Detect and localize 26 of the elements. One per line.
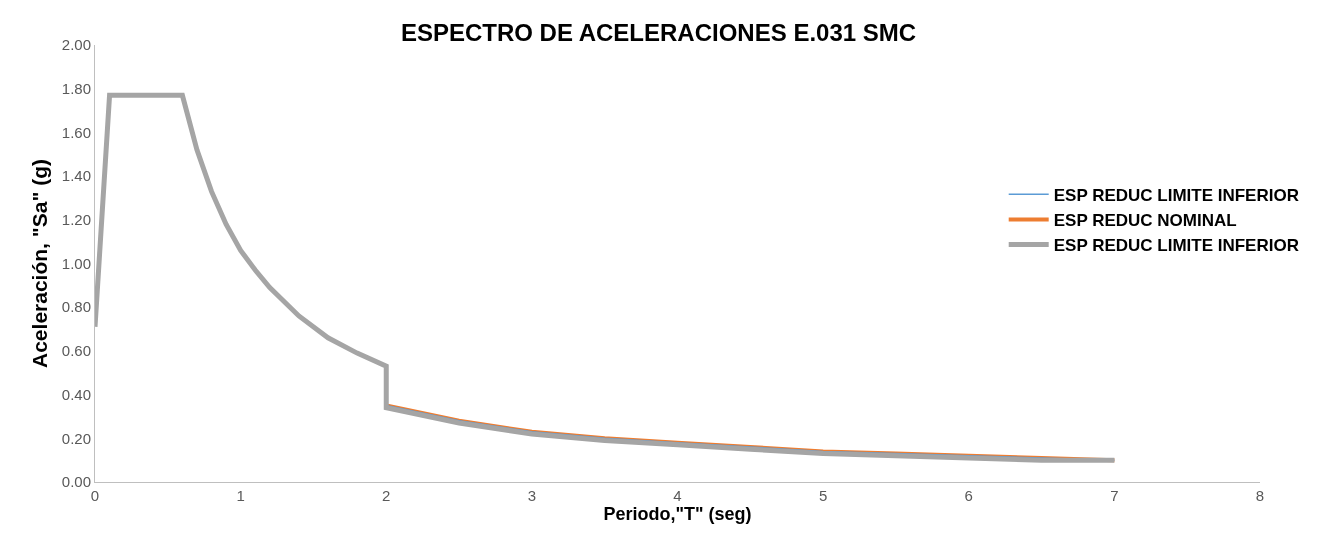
x-axis-title: Periodo,"T" (seg) <box>603 504 752 525</box>
legend-label: ESP REDUC LIMITE INFERIOR <box>1053 185 1299 205</box>
y-tick-label: 1.80 <box>61 79 91 97</box>
y-tick-label: 0.40 <box>61 385 91 403</box>
x-tick-label: 7 <box>1110 487 1119 504</box>
legend-label: ESP REDUC LIMITE INFERIOR <box>1053 236 1299 256</box>
legend-label: ESP REDUC NOMINAL <box>1053 211 1237 231</box>
x-tick-label: 3 <box>527 487 537 504</box>
y-tick-label: 0.20 <box>61 429 91 447</box>
x-tick-label: 8 <box>1255 487 1265 504</box>
y-tick-label: 1.60 <box>61 123 91 141</box>
y-tick-label: 0.60 <box>61 342 91 360</box>
y-tick-label: 1.40 <box>61 167 91 185</box>
x-tick-label: 4 <box>673 487 682 504</box>
y-tick-label: 1.00 <box>61 254 91 272</box>
x-tick-label: 2 <box>382 487 391 504</box>
x-tick-label: 6 <box>964 487 973 504</box>
y-axis-title: Aceleración, "Sa" (g) <box>27 159 51 368</box>
chart-title: ESPECTRO DE ACELERACIONES E.031 SMC <box>400 18 917 46</box>
y-tick-label: 2.00 <box>61 36 91 54</box>
y-tick-label: 0.80 <box>61 298 91 316</box>
y-tick-label: 1.20 <box>61 211 91 229</box>
x-tick-label: 5 <box>818 487 828 504</box>
y-tick-label: 0.00 <box>61 473 91 491</box>
x-tick-label: 1 <box>236 487 245 504</box>
x-tick-label: 0 <box>90 487 100 504</box>
